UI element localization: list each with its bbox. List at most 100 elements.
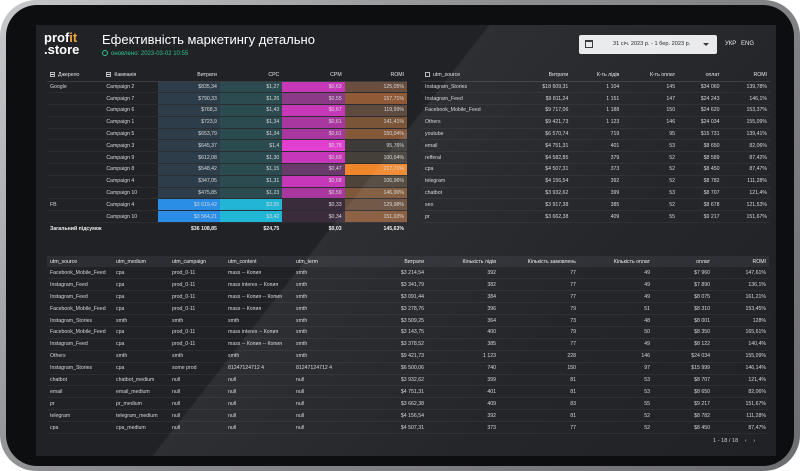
cell-utm-content: mass interes -- Копия bbox=[225, 326, 293, 339]
chevron-left-icon[interactable]: ‹ bbox=[744, 438, 747, 444]
pivot-row[interactable]: Campaign 7 $790,33 $1,26 $0,55 157,71% bbox=[47, 92, 407, 106]
detail-row[interactable]: Instagram_Feed cpa prod_0-11 mass -- Копия … bbox=[47, 338, 769, 351]
cell-payments: $8 075 bbox=[653, 290, 713, 304]
row-source bbox=[47, 163, 104, 176]
row-campaign: Campaign 7 bbox=[103, 92, 158, 106]
pivot-row[interactable]: Google Campaign 2 $835,34 $1,27 $0,63 125,05% bbox=[47, 81, 407, 94]
column-header-cost[interactable]: Витрати bbox=[157, 70, 220, 82]
column-header-payments[interactable]: оплат bbox=[678, 70, 723, 82]
row-payments-count: 146 bbox=[622, 116, 679, 129]
collapse-icon[interactable] bbox=[106, 72, 112, 78]
column-header-leads[interactable]: К-ть лідів bbox=[571, 70, 623, 82]
column-header-utm-source[interactable]: utm_source bbox=[47, 256, 113, 267]
row-campaign: Campaign 4 bbox=[103, 198, 158, 212]
cell-utm-source: telegram bbox=[47, 409, 113, 423]
cell-payments-count: 49 bbox=[579, 267, 653, 280]
cell-utm-source: Others bbox=[47, 350, 113, 363]
column-header-payments-count[interactable]: К-ть оплат bbox=[622, 70, 679, 82]
column-header-cpm[interactable]: CPM bbox=[282, 70, 345, 82]
row-cost: $4 751,31 bbox=[514, 139, 572, 153]
column-header-utm-term[interactable]: utm_term bbox=[293, 256, 355, 267]
utm-row[interactable]: chatbot $3 932,62 399 53 $8 707 121,4% bbox=[422, 187, 770, 200]
column-header-payments-count[interactable]: Кількість оплат bbox=[579, 256, 653, 267]
detail-row[interactable]: Others smth smth smth smth $9 421,73 1 123 228 1… bbox=[47, 350, 769, 363]
column-header-cost[interactable]: Витрати bbox=[355, 256, 427, 267]
collapse-icon[interactable] bbox=[50, 72, 55, 78]
cell-orders: 83 bbox=[499, 397, 579, 411]
column-header-source[interactable]: Джерело bbox=[47, 70, 104, 82]
cell-payments: $8 350 bbox=[653, 326, 713, 339]
cell-utm-content: null bbox=[225, 385, 293, 399]
detail-row[interactable]: cpa cpa_medium null null null $4 507,31 373 77 5… bbox=[47, 421, 769, 434]
utm-row[interactable]: refferal $4 582,85 379 52 $8 589 87,42% bbox=[422, 151, 770, 165]
detail-row[interactable]: Instagram_Feed cpa prod_0-11 mass interes -… bbox=[47, 278, 769, 292]
cell-romi: 151,67% bbox=[713, 397, 769, 411]
date-range-picker[interactable]: 31 січ. 2023 р. - 1 бер. 2023 р. bbox=[579, 35, 717, 54]
row-romi: 119,99% bbox=[344, 104, 407, 117]
column-header-romi[interactable]: ROMI bbox=[722, 70, 770, 82]
cell-utm-source: email bbox=[47, 385, 113, 399]
pivot-row[interactable]: Campaign 4 $347,05 $1,31 $0,68 106,96% bbox=[47, 175, 407, 188]
cell-utm-source: Instagram_Feed bbox=[47, 290, 113, 304]
column-header-utm-content[interactable]: utm_content bbox=[225, 256, 293, 267]
column-header-utm-source[interactable]: utm_source bbox=[422, 70, 514, 82]
pivot-row[interactable]: Campaign 9 $612,08 $1,30 $0,69 100,04% bbox=[47, 151, 407, 165]
utm-source-table: utm_source Витрати К-ть лідів К-ть оплат… bbox=[422, 70, 770, 224]
column-header-cost[interactable]: Витрати bbox=[514, 70, 572, 82]
cell-payments-count: 146 bbox=[579, 350, 653, 363]
detail-row[interactable]: chatbot chatbot_medium null null null $3 932,… bbox=[47, 374, 769, 387]
utm-row[interactable]: Instagram_Stories $18 609,31 1 104 145 $34 0… bbox=[422, 81, 770, 94]
column-header-orders[interactable]: Кількість замовлень bbox=[499, 256, 579, 267]
pivot-row[interactable]: Campaign 1 $723,9 $1,34 $0,61 141,41% bbox=[47, 116, 407, 129]
cell-leads: 399 bbox=[427, 374, 499, 387]
column-header-utm-medium[interactable]: utm_medium bbox=[113, 256, 169, 267]
detail-row[interactable]: email email_medium null null null $4 751,31 40… bbox=[47, 385, 769, 399]
chevron-right-icon[interactable]: › bbox=[753, 438, 756, 444]
utm-row[interactable]: seo $3 917,38 385 52 $8 678 121,53% bbox=[422, 198, 770, 212]
detail-row[interactable]: Facebook_Mobile_Feed cpa prod_0-11 mass -- … bbox=[47, 302, 769, 316]
pivot-row[interactable]: Campaign 3 $645,37 $1,4 $0,75 95,76% bbox=[47, 139, 407, 153]
utm-row[interactable]: cpa $4 507,31 373 52 $8 450 87,47% bbox=[422, 163, 770, 176]
utm-row[interactable]: Instagram_Feed $9 811,24 1 151 147 $24 243 14… bbox=[422, 92, 770, 106]
row-cost: $4 582,85 bbox=[514, 151, 572, 165]
pivot-row[interactable]: Campaign 5 $653,79 $1,34 $0,61 150,04% bbox=[47, 128, 407, 141]
column-header-utm-campaign[interactable]: utm_campaign bbox=[169, 256, 225, 267]
cell-utm-source: Instagram_Stories bbox=[47, 362, 113, 375]
lang-ukr-button[interactable]: УКР bbox=[725, 41, 737, 47]
column-header-campaign[interactable]: Кампанія bbox=[103, 70, 158, 82]
detail-row[interactable]: Instagram_Stories smth smth smth smth $3 509,… bbox=[47, 314, 769, 327]
pivot-row[interactable]: Campaign 10 $475,85 $1,23 $0,59 146,00% bbox=[47, 187, 407, 200]
column-header-cpc[interactable]: CPC bbox=[219, 70, 283, 82]
detail-row[interactable]: pr pr_medium null null null $3 662,38 409 83 55 $… bbox=[47, 397, 769, 411]
pivot-row[interactable]: Campaign 8 $548,42 $1,15 $0,47 217,71% bbox=[47, 163, 407, 176]
row-cpc: $1,30 bbox=[219, 151, 283, 165]
checkbox-icon[interactable] bbox=[425, 72, 430, 78]
detail-row[interactable]: Instagram_Stories cpa some prod 81247124712… bbox=[47, 362, 769, 375]
utm-row[interactable]: Facebook_Mobile_Feed $9 717,06 1 188 150 $24… bbox=[422, 104, 770, 117]
column-header-romi[interactable]: ROMI bbox=[344, 70, 407, 82]
utm-row[interactable]: telegram $4 156,54 392 52 $8 782 111,28% bbox=[422, 175, 770, 188]
pivot-row[interactable]: Campaign 6 $768,3 $1,43 $0,67 119,99% bbox=[47, 104, 407, 117]
column-header-leads[interactable]: Кількість лідів bbox=[427, 256, 499, 267]
utm-row[interactable]: pr $3 662,38 409 55 $9 217 151,67% bbox=[422, 210, 770, 224]
detail-row[interactable]: telegram telegram_medium null null null $4 15… bbox=[47, 409, 769, 423]
cell-cost: $3 378,52 bbox=[355, 338, 427, 351]
pivot-row[interactable]: FB Campaign 4 $3 619,42 $3,55 $0,33 129,98% bbox=[47, 198, 407, 212]
column-header-romi[interactable]: ROMI bbox=[713, 256, 769, 267]
utm-row[interactable]: Others $9 421,73 1 123 146 $24 034 155,09% bbox=[422, 116, 770, 129]
row-utm-source: chatbot bbox=[422, 187, 514, 200]
detail-row[interactable]: Facebook_Mobile_Feed cpa prod_0-11 mass int… bbox=[47, 326, 769, 339]
column-header-payments[interactable]: оплат bbox=[653, 256, 713, 267]
utm-row[interactable]: email $4 751,31 401 53 $8 650 82,06% bbox=[422, 139, 770, 153]
detail-row[interactable]: Instagram_Feed cpa prod_0-11 mass -- Копия … bbox=[47, 290, 769, 304]
cell-payments: $8 122 bbox=[653, 338, 713, 351]
cell-payments: $8 782 bbox=[653, 409, 713, 423]
utm-row[interactable]: youtube $6 570,74 719 95 $15 731 139,41% bbox=[422, 128, 770, 141]
cell-utm-medium: cpa bbox=[113, 338, 169, 351]
pivot-row[interactable]: Campaign 10 $3 564,21 $3,42 $0,34 151,03% bbox=[47, 210, 407, 224]
row-leads: 399 bbox=[571, 187, 623, 200]
row-leads: 401 bbox=[571, 139, 623, 153]
cell-orders: 77 bbox=[499, 421, 579, 434]
detail-row[interactable]: Facebook_Mobile_Feed cpa prod_0-11 mass -- … bbox=[47, 267, 769, 280]
lang-eng-button[interactable]: ENG bbox=[741, 41, 755, 47]
